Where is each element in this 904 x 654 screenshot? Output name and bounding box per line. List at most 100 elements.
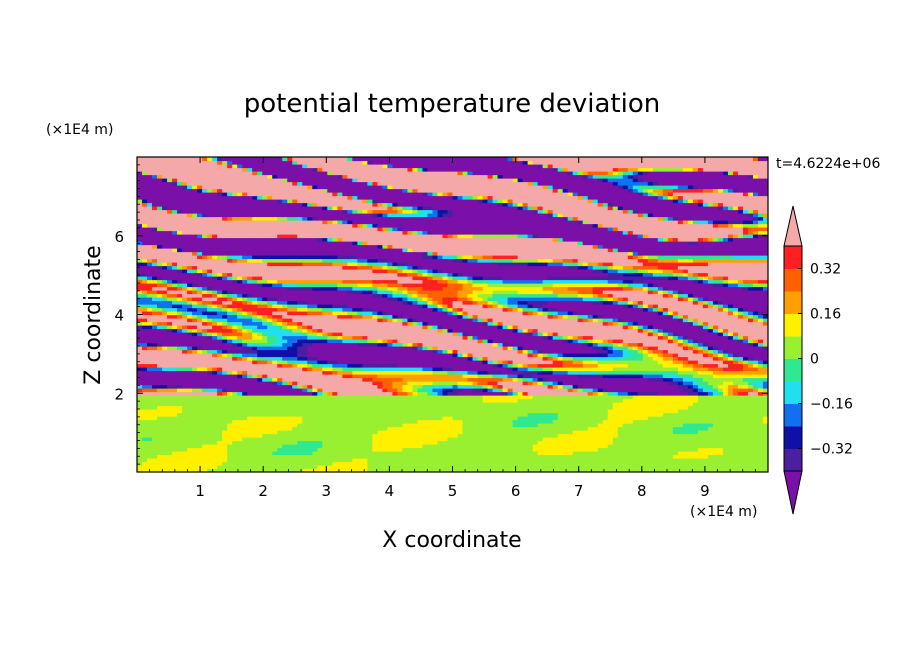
contour-cell (222, 461, 228, 466)
contour-cell (137, 332, 143, 337)
contour-cell (547, 405, 554, 410)
contour-cell (652, 416, 659, 421)
contour-cell (687, 433, 694, 438)
contour-cell (517, 388, 524, 393)
contour-cell (432, 367, 439, 372)
contour-cell (412, 339, 419, 344)
contour-cell (552, 440, 559, 445)
contour-cell (632, 423, 639, 428)
contour-cell (217, 342, 223, 347)
contour-cell (262, 454, 268, 459)
contour-cell (477, 342, 484, 347)
contour-cell (652, 447, 659, 452)
contour-cell (677, 458, 684, 463)
contour-cell (167, 412, 173, 417)
contour-cell (652, 433, 659, 438)
contour-cell (452, 349, 459, 354)
contour-cell (607, 437, 614, 442)
contour-cell (427, 367, 434, 372)
contour-cell (392, 388, 399, 393)
contour-cell (142, 384, 148, 389)
contour-cell (447, 363, 454, 368)
contour-cell (257, 332, 263, 337)
contour-cell (287, 384, 293, 389)
contour-cell (397, 402, 404, 407)
contour-cell (577, 353, 584, 358)
contour-cell (222, 374, 228, 379)
contour-cell (162, 468, 168, 472)
contour-cell (757, 426, 764, 431)
contour-cell (257, 468, 263, 472)
contour-cell (237, 458, 243, 463)
contour-cell (672, 440, 679, 445)
contour-cell (557, 454, 564, 459)
contour-cell (497, 346, 504, 351)
contour-cell (427, 447, 434, 452)
contour-cell (232, 370, 238, 375)
contour-cell (657, 430, 664, 435)
contour-cell (462, 356, 469, 361)
contour-cell (287, 339, 293, 344)
contour-cell (732, 437, 739, 442)
contour-cell (307, 468, 313, 472)
contour-cell (302, 346, 308, 351)
contour-cell (292, 360, 298, 365)
contour-cell (747, 374, 754, 379)
contour-cell (452, 353, 459, 358)
contour-cell (727, 381, 734, 386)
contour-cell (192, 360, 198, 365)
contour-cell (472, 349, 479, 354)
contour-cell (237, 388, 243, 393)
contour-cell (342, 451, 348, 456)
contour-cell (447, 465, 454, 470)
contour-cell (192, 353, 198, 358)
contour-cell (537, 468, 544, 472)
contour-cell (432, 332, 439, 337)
contour-cell (647, 430, 654, 435)
contour-cell (347, 451, 353, 456)
contour-cell (202, 353, 208, 358)
contour-cell (542, 360, 549, 365)
contour-cell (642, 454, 649, 459)
contour-cell (312, 398, 318, 403)
contour-cell (312, 419, 318, 424)
contour-cell (727, 465, 734, 470)
contour-cell (252, 461, 258, 466)
contour-cell (442, 339, 449, 344)
contour-cell (737, 405, 744, 410)
contour-cell (512, 461, 519, 466)
contour-cell (482, 451, 489, 456)
contour-cell (232, 384, 238, 389)
contour-cell (742, 419, 749, 424)
contour-cell (317, 419, 323, 424)
contour-cell (692, 409, 699, 414)
contour-cell (497, 391, 504, 396)
contour-cell (537, 419, 544, 424)
contour-cell (232, 451, 238, 456)
contour-cell (312, 437, 318, 442)
contour-cell (687, 444, 694, 449)
contour-cell (682, 377, 689, 382)
contour-cell (412, 360, 419, 365)
contour-cell (397, 409, 404, 414)
contour-cell (192, 346, 198, 351)
contour-cell (657, 339, 664, 344)
contour-cell (147, 419, 153, 424)
contour-cell (402, 367, 409, 372)
contour-cell (682, 388, 689, 393)
contour-cell (377, 447, 383, 452)
contour-cell (762, 363, 768, 368)
contour-cell (222, 395, 228, 400)
contour-cell (537, 451, 544, 456)
contour-cell (432, 416, 439, 421)
contour-cell (717, 461, 724, 466)
contour-cell (482, 412, 489, 417)
contour-cell (442, 447, 449, 452)
contour-cell (542, 465, 549, 470)
contour-cell (192, 454, 198, 459)
contour-cell (292, 465, 298, 470)
contour-cell (587, 388, 594, 393)
contour-cell (737, 437, 744, 442)
contour-cell (547, 461, 554, 466)
contour-cell (632, 458, 639, 463)
